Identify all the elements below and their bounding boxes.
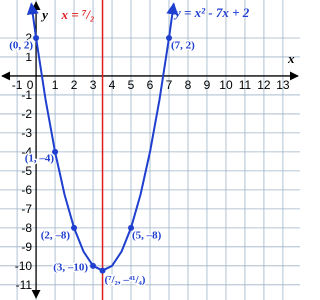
y-tick-label: -11 bbox=[16, 278, 33, 292]
x-tick-label: 13 bbox=[276, 78, 290, 92]
y-tick-label: -9 bbox=[21, 240, 32, 254]
symmetry-label: x = ⁷/₂ bbox=[60, 7, 94, 22]
y-tick-label: 2 bbox=[25, 31, 32, 45]
point-label: (0, 2) bbox=[9, 40, 33, 52]
point bbox=[33, 34, 40, 41]
x-tick-label: 5 bbox=[128, 78, 135, 92]
x-tick-label: 1 bbox=[52, 78, 59, 92]
x-axis-label: x bbox=[287, 51, 295, 66]
point bbox=[128, 224, 135, 231]
chart: -1 0 1 2 3 4 5 6 7 8 9 10 11 12 13-11-10-9-8-7-6-5-4-3… bbox=[0, 0, 300, 300]
x-tick-label: 3 bbox=[90, 78, 97, 92]
point bbox=[71, 224, 78, 231]
x-tick-label: 9 bbox=[204, 78, 211, 92]
point bbox=[99, 267, 106, 274]
x-tick-label: 4 bbox=[109, 78, 116, 92]
y-tick-label: -6 bbox=[21, 183, 32, 197]
x-tick-label: 2 bbox=[71, 78, 78, 92]
plot: x = ⁷/₂ y = x² - 7x + 2 (0, 2) (1, –4) (2, –… bbox=[8, 0, 250, 300]
point-label: (2, –8) bbox=[41, 229, 71, 241]
point-label: (1, –4) bbox=[25, 152, 55, 164]
y-tick-label: -8 bbox=[21, 221, 32, 235]
x-tick-label: 6 bbox=[147, 78, 154, 92]
y-tick-label: -4 bbox=[21, 145, 32, 159]
point-label: (3, –10) bbox=[53, 261, 88, 273]
x-tick-label: 0 bbox=[27, 78, 34, 92]
grid bbox=[0, 0, 300, 300]
y-axis-label: y bbox=[40, 7, 48, 22]
x-tick-label: 12 bbox=[257, 78, 271, 92]
point-label: (5, –8) bbox=[132, 229, 162, 241]
x-tick-label: 10 bbox=[219, 78, 233, 92]
x-tick-label: -1 bbox=[12, 78, 23, 92]
point-label: (⁷/₂, –⁴¹/₄) bbox=[105, 274, 146, 286]
y-tick-label: -1 bbox=[21, 88, 32, 102]
point bbox=[165, 34, 172, 41]
point bbox=[90, 262, 97, 269]
x-tick-label: 11 bbox=[239, 78, 252, 92]
curve-label: y = x² - 7x + 2 bbox=[173, 5, 250, 20]
y-tick-label: -7 bbox=[21, 202, 32, 216]
axes: -1 0 1 2 3 4 5 6 7 8 9 10 11 12 13-11-10-9-8-7-6-5-4-3… bbox=[1, 1, 299, 299]
y-tick-label: -10 bbox=[15, 259, 33, 273]
y-tick-label: -2 bbox=[21, 107, 32, 121]
y-tick-label: 1 bbox=[25, 50, 32, 64]
point-label: (7, 2) bbox=[171, 40, 195, 52]
y-tick-label: -5 bbox=[21, 164, 32, 178]
x-tick-label: 8 bbox=[185, 78, 192, 92]
y-tick-label: -3 bbox=[21, 126, 32, 140]
x-tick-label: 7 bbox=[166, 78, 173, 92]
point bbox=[52, 148, 59, 155]
